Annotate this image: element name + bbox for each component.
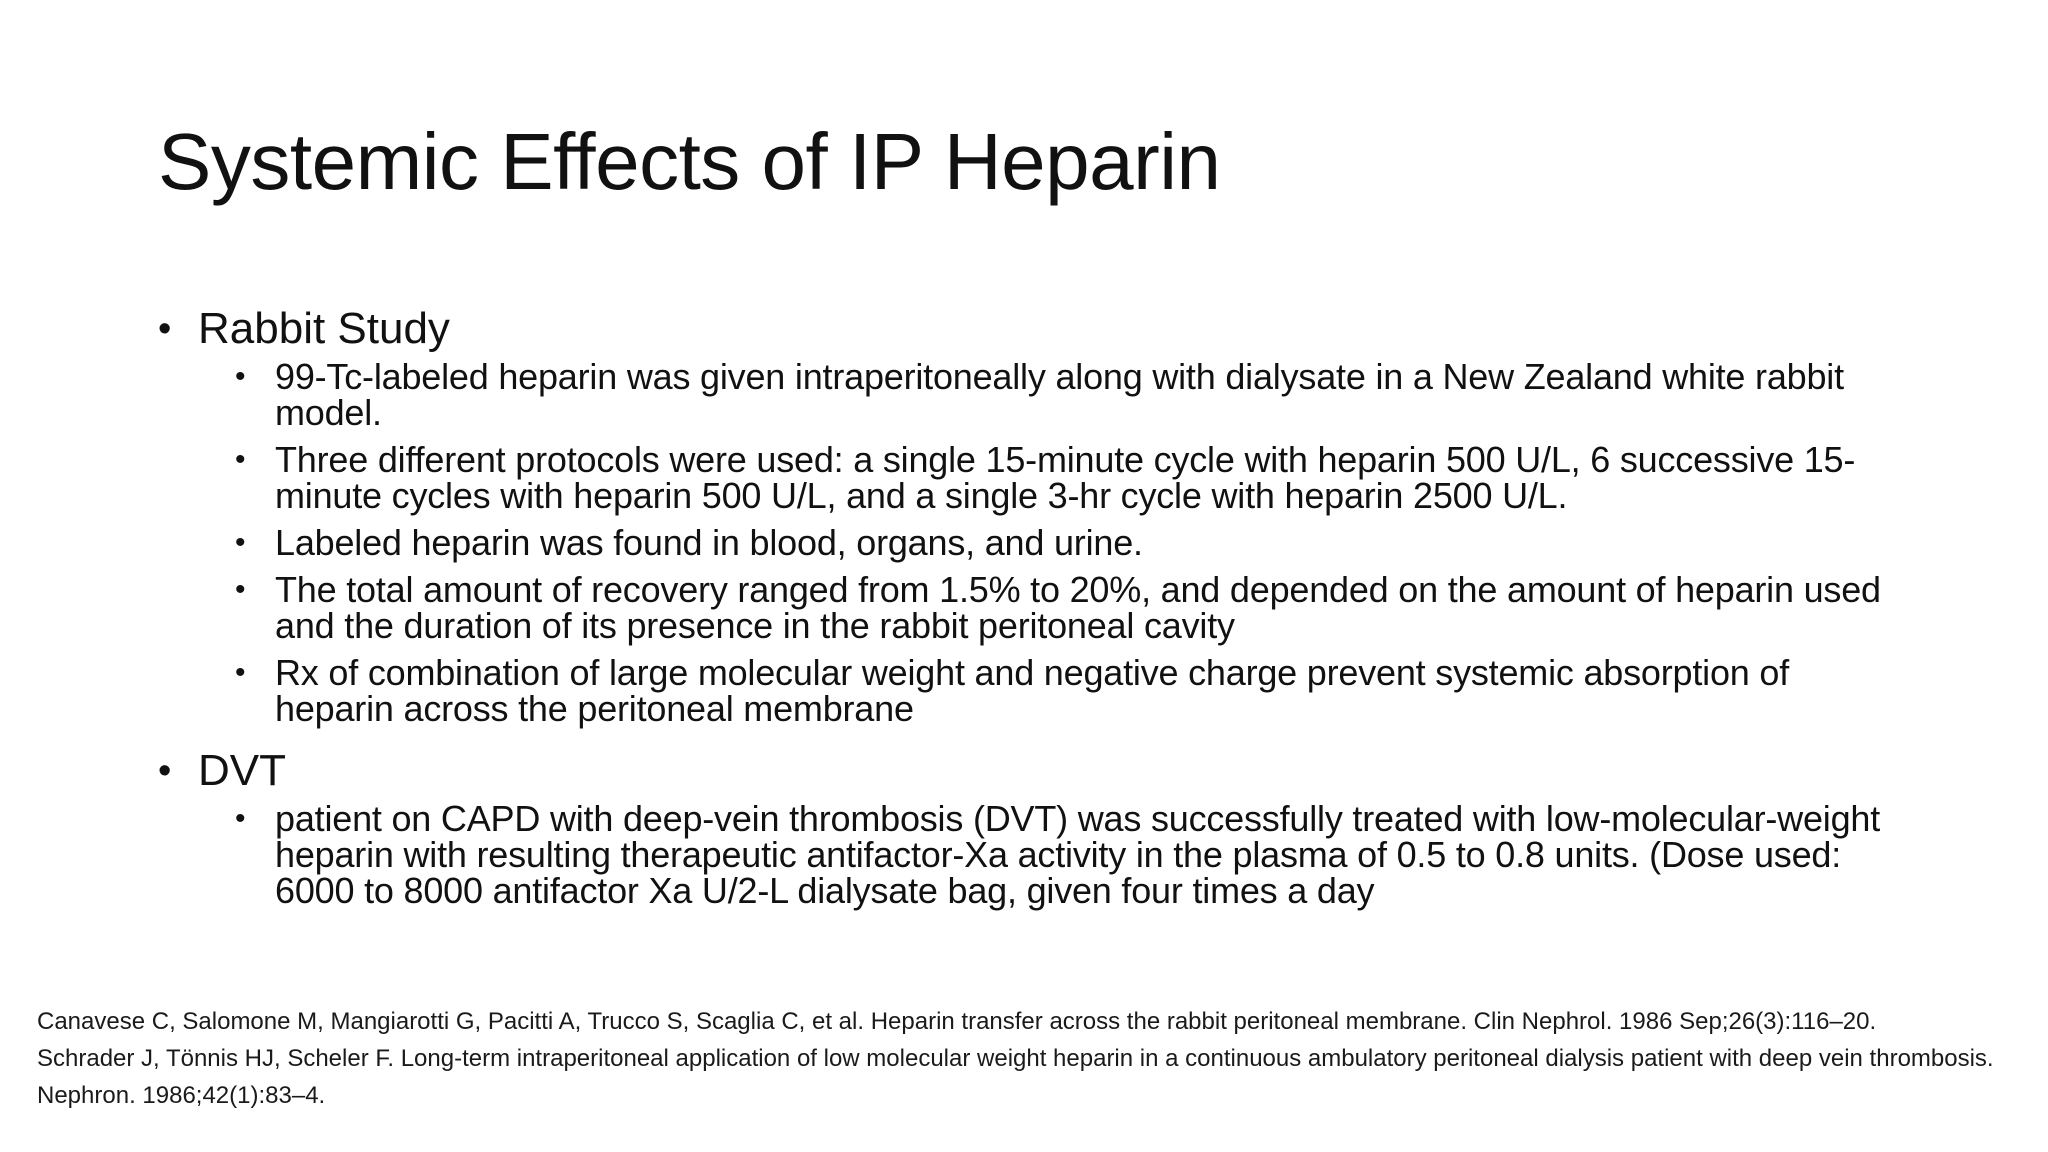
references: Canavese C, Salomone M, Mangiarotti G, P… — [37, 1003, 2027, 1114]
sub-bullet-text: patient on CAPD with deep-vein thrombosi… — [275, 798, 1881, 911]
slide-title: Systemic Effects of IP Heparin — [158, 117, 1221, 206]
slide-body: • Rabbit Study • 99-Tc-labeled heparin w… — [158, 305, 1898, 929]
section-heading: Rabbit Study — [198, 304, 450, 353]
bullet-dvt: • DVT — [158, 747, 1898, 795]
sub-bullet-text: 99-Tc-labeled heparin was given intraper… — [275, 356, 1844, 433]
sub-bullet: • 99-Tc-labeled heparin was given intrap… — [158, 359, 1898, 431]
bullet-rabbit-study: • Rabbit Study — [158, 305, 1898, 353]
sub-bullet-dot: • — [235, 573, 246, 606]
sub-bullet: • patient on CAPD with deep-vein thrombo… — [158, 801, 1898, 909]
sub-bullet-dot: • — [235, 526, 246, 559]
sub-bullet-dot: • — [235, 656, 246, 689]
sub-bullet: • Three different protocols were used: a… — [158, 442, 1898, 514]
section-heading: DVT — [198, 746, 286, 795]
bullet-dot: • — [158, 308, 172, 350]
sub-bullet: • The total amount of recovery ranged fr… — [158, 572, 1898, 644]
sub-bullet-text: Rx of combination of large molecular wei… — [275, 652, 1790, 729]
sub-bullet: • Labeled heparin was found in blood, or… — [158, 525, 1898, 561]
sub-bullet-text: Three different protocols were used: a s… — [275, 439, 1856, 516]
sub-bullet-list: • 99-Tc-labeled heparin was given intrap… — [158, 359, 1898, 727]
reference-item: Schrader J, Tönnis HJ, Scheler F. Long-t… — [37, 1045, 1994, 1109]
sub-bullet: • Rx of combination of large molecular w… — [158, 655, 1898, 727]
sub-bullet-text: The total amount of recovery ranged from… — [275, 569, 1881, 646]
reference-item: Canavese C, Salomone M, Mangiarotti G, P… — [37, 1008, 1877, 1035]
sub-bullet-dot: • — [235, 360, 246, 393]
bullet-dot: • — [158, 750, 172, 792]
sub-bullet-dot: • — [235, 802, 246, 835]
sub-bullet-list: • patient on CAPD with deep-vein thrombo… — [158, 801, 1898, 909]
sub-bullet-dot: • — [235, 443, 246, 476]
sub-bullet-text: Labeled heparin was found in blood, orga… — [275, 522, 1143, 563]
